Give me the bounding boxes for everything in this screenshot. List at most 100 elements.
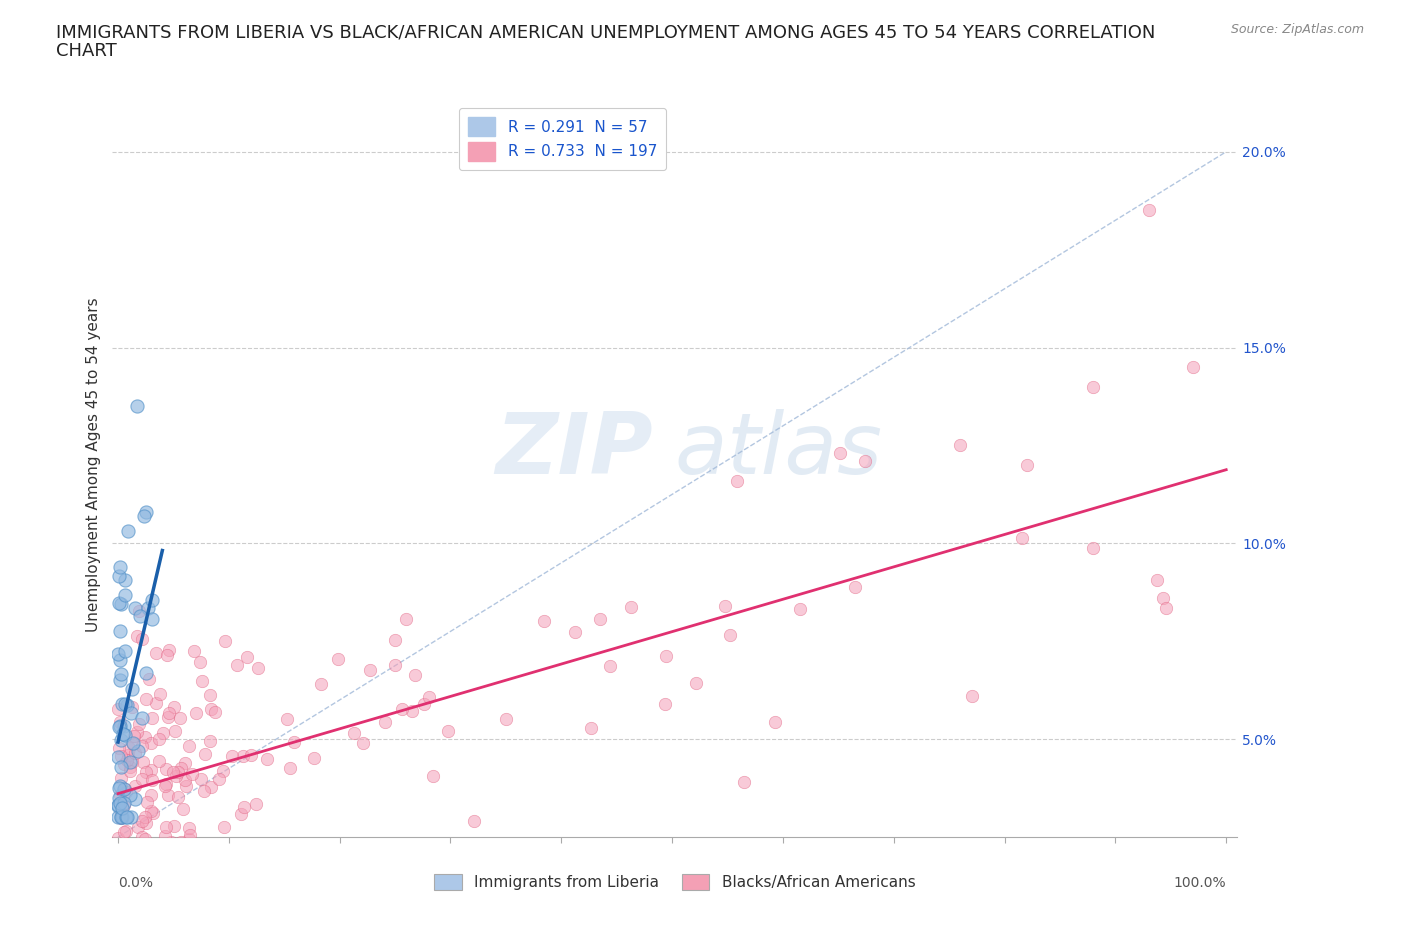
Point [1083, 379, 1105, 394]
Point [156, 710, 179, 724]
Point [159, 835, 181, 850]
Point [127, 819, 149, 834]
Point [132, 509, 155, 524]
Point [599, 658, 621, 673]
Point [136, 849, 159, 864]
Point [246, 661, 269, 676]
Point [111, 801, 134, 816]
Point [134, 849, 156, 864]
Point [163, 818, 186, 833]
Point [108, 788, 131, 803]
Point [110, 749, 132, 764]
Point [233, 800, 256, 815]
Point [139, 736, 162, 751]
Text: IMMIGRANTS FROM LIBERIA VS BLACK/AFRICAN AMERICAN UNEMPLOYMENT AMONG AGES 45 TO : IMMIGRANTS FROM LIBERIA VS BLACK/AFRICAN… [56, 23, 1156, 41]
Point [395, 612, 418, 627]
Point [112, 798, 135, 813]
Point [110, 559, 132, 574]
Point [115, 785, 138, 800]
Point [245, 796, 267, 811]
Point [120, 810, 142, 825]
Point [107, 810, 129, 825]
Point [141, 773, 163, 788]
Point [131, 631, 153, 646]
Point [153, 829, 176, 844]
Point [127, 744, 149, 759]
Point [135, 666, 157, 681]
Point [132, 849, 155, 864]
Point [108, 720, 131, 735]
Point [855, 453, 877, 468]
Point [108, 741, 131, 756]
Point [374, 715, 396, 730]
Point [141, 611, 163, 626]
Point [131, 772, 153, 787]
Point [135, 846, 157, 861]
Point [155, 778, 177, 793]
Point [225, 658, 247, 672]
Point [1137, 203, 1160, 218]
Point [141, 592, 163, 607]
Point [302, 751, 325, 765]
Point [135, 505, 157, 520]
Point [564, 625, 586, 640]
Point [122, 736, 145, 751]
Point [127, 724, 149, 739]
Point [139, 804, 162, 818]
Point [134, 729, 156, 744]
Point [384, 632, 406, 647]
Point [138, 849, 160, 864]
Point [131, 830, 153, 844]
Point [522, 849, 544, 864]
Point [190, 673, 212, 688]
Point [270, 849, 292, 864]
Point [173, 773, 195, 788]
Point [173, 843, 195, 857]
Point [111, 798, 134, 813]
Point [135, 692, 157, 707]
Point [232, 748, 254, 763]
Point [844, 579, 866, 594]
Point [256, 849, 278, 864]
Point [142, 849, 165, 864]
Point [391, 702, 413, 717]
Point [118, 849, 141, 864]
Point [112, 757, 135, 772]
Point [108, 719, 131, 734]
Point [136, 849, 159, 864]
Point [110, 732, 132, 747]
Point [495, 712, 517, 727]
Point [108, 595, 131, 610]
Point [214, 634, 236, 649]
Point [256, 751, 278, 766]
Point [960, 688, 983, 703]
Point [139, 787, 162, 802]
Point [114, 727, 136, 742]
Point [108, 568, 131, 583]
Point [283, 734, 305, 749]
Point [1015, 458, 1038, 472]
Point [177, 832, 200, 847]
Point [714, 599, 737, 614]
Point [108, 781, 131, 796]
Point [177, 821, 200, 836]
Point [121, 849, 143, 864]
Point [110, 672, 132, 687]
Point [131, 711, 153, 725]
Point [124, 746, 146, 761]
Point [172, 801, 194, 816]
Point [187, 849, 209, 864]
Point [114, 573, 136, 588]
Point [125, 629, 148, 644]
Point [170, 760, 193, 775]
Point [121, 699, 143, 714]
Point [589, 612, 612, 627]
Point [114, 644, 136, 658]
Point [108, 795, 131, 810]
Point [110, 697, 132, 711]
Point [110, 667, 132, 682]
Point [114, 810, 136, 825]
Point [352, 736, 374, 751]
Point [118, 788, 141, 803]
Point [118, 759, 141, 774]
